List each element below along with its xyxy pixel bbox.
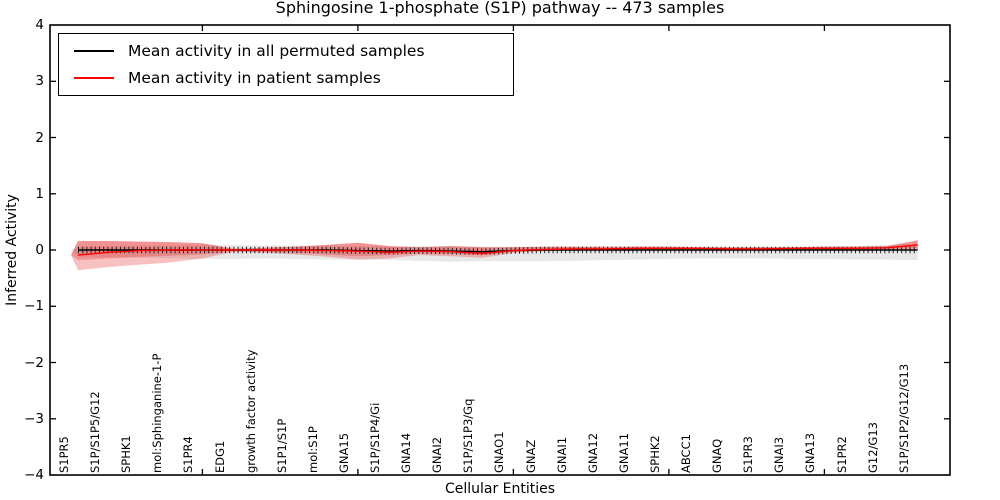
x-category-label: GNAZ bbox=[523, 439, 538, 473]
x-category-label: GNAI2 bbox=[430, 436, 445, 473]
x-category-label: mol:Sphinganine-1-P bbox=[150, 353, 165, 473]
x-category-label: GNAI1 bbox=[554, 436, 569, 473]
x-category-label: GNA12 bbox=[585, 432, 600, 473]
x-category-label: GNA11 bbox=[616, 432, 631, 473]
y-tick-label: 3 bbox=[35, 73, 44, 90]
x-category-label: S1P1/S1P bbox=[274, 418, 289, 473]
x-category-label: GNA15 bbox=[336, 432, 351, 473]
legend-entry-permuted: Mean activity in all permuted samples bbox=[59, 42, 513, 60]
x-category-label: S1P/S1P3/Gq bbox=[461, 398, 476, 473]
legend-entry-patient: Mean activity in patient samples bbox=[59, 69, 513, 87]
x-category-label: ABCC1 bbox=[679, 434, 693, 473]
patient-mean-line bbox=[77, 244, 918, 256]
y-tick-label: 0 bbox=[35, 242, 44, 258]
x-category-label: S1P/S1P4/Gi bbox=[368, 402, 382, 473]
y-tick-label: 1 bbox=[35, 185, 44, 202]
y-tick-label: −1 bbox=[24, 298, 44, 315]
x-category-label: S1PR4 bbox=[181, 436, 196, 473]
y-tick-label: 4 bbox=[35, 17, 44, 33]
x-category-label: GNAI3 bbox=[772, 436, 787, 473]
x-category-label: mol:S1P bbox=[305, 426, 320, 473]
x-category-label: EDG1 bbox=[212, 440, 227, 473]
x-category-label: SPHK2 bbox=[647, 435, 662, 473]
x-category-label: G12/G13 bbox=[865, 422, 880, 473]
x-category-label: GNAQ bbox=[710, 438, 725, 473]
legend-swatch-permuted-line bbox=[74, 49, 114, 52]
legend-swatch-patient-line bbox=[74, 77, 114, 80]
x-category-label: growth factor activity bbox=[243, 349, 258, 473]
x-category-label: GNA14 bbox=[399, 432, 414, 473]
y-tick-label: 2 bbox=[35, 129, 44, 146]
x-category-label: S1P/S1P2/G12/G13 bbox=[896, 363, 911, 473]
y-tick-label: −2 bbox=[24, 354, 44, 371]
x-category-label: S1PR5 bbox=[57, 436, 71, 473]
x-category-label: GNAO1 bbox=[492, 431, 507, 473]
x-category-label: GNA13 bbox=[803, 432, 818, 473]
y-tick-label: −4 bbox=[24, 467, 44, 483]
legend-label-patient: Mean activity in patient samples bbox=[128, 69, 381, 88]
legend: Mean activity in all permuted samples Me… bbox=[58, 33, 514, 96]
x-category-label: S1P/S1P5/G12 bbox=[88, 391, 103, 473]
x-category-label: S1PR3 bbox=[741, 436, 756, 473]
x-category-label: SPHK1 bbox=[119, 435, 134, 473]
x-category-label: S1PR2 bbox=[834, 436, 849, 473]
chart-title: Sphingosine 1-phosphate (S1P) pathway --… bbox=[275, 0, 725, 17]
legend-label-permuted: Mean activity in all permuted samples bbox=[128, 41, 425, 60]
y-tick-label: −3 bbox=[24, 410, 44, 427]
x-axis-label: Cellular Entities bbox=[444, 481, 556, 497]
